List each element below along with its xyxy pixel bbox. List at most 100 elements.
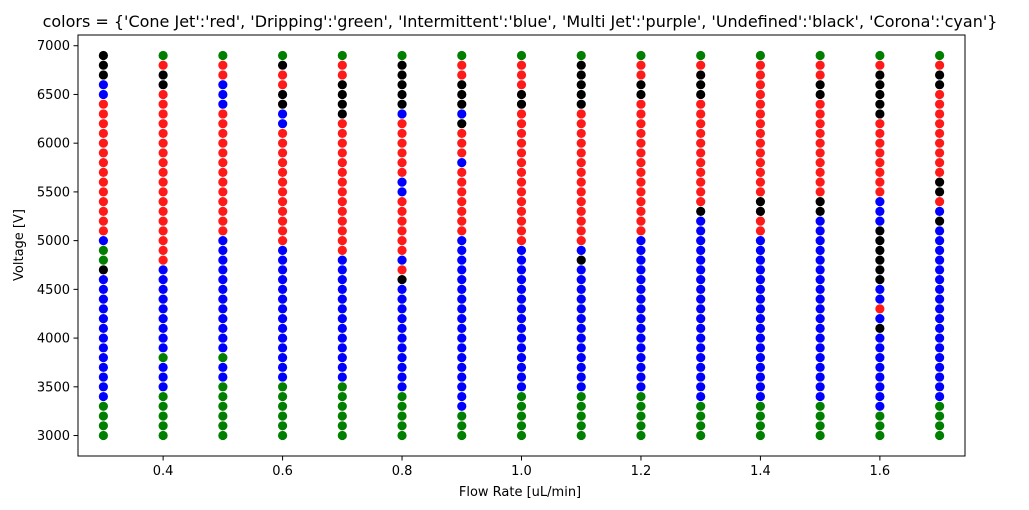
data-point-intermittent [696,294,706,304]
data-point-cone-jet [696,109,706,119]
data-point-cone-jet [636,197,646,207]
data-point-intermittent [516,275,527,285]
data-point-dripping [516,411,527,421]
data-point-undefined [98,50,108,61]
data-point-cone-jet [696,99,706,109]
data-point-cone-jet [755,148,766,158]
data-point-cone-jet [337,138,347,148]
data-point-cone-jet [755,216,766,226]
x-tick-label: 1.0 [511,464,532,479]
data-point-cone-jet [636,226,646,236]
data-point-cone-jet [337,119,347,129]
data-point-cone-jet [218,138,228,148]
data-point-undefined [875,70,885,80]
data-point-cone-jet [218,128,228,139]
data-point-intermittent [815,294,825,304]
data-point-intermittent [457,265,467,275]
data-point-cone-jet [337,128,347,139]
data-point-undefined [576,255,586,265]
data-point-intermittent [935,294,945,304]
data-point-intermittent [337,362,347,372]
data-point-intermittent [516,245,527,255]
data-point-undefined [337,80,347,90]
x-tick-label: 1.6 [870,464,891,479]
data-point-intermittent [397,255,407,265]
data-point-dripping [755,411,766,421]
data-point-intermittent [576,265,586,275]
data-point-undefined [397,70,407,80]
data-point-dripping [696,401,706,411]
data-point-dripping [457,411,467,421]
data-point-cone-jet [337,158,347,168]
data-point-undefined [875,99,885,109]
data-point-cone-jet [337,206,347,216]
data-point-undefined [875,255,885,265]
data-point-cone-jet [935,138,945,148]
data-point-cone-jet [576,236,586,246]
data-point-intermittent [277,372,288,382]
data-point-dripping [218,401,228,411]
data-point-cone-jet [636,60,646,70]
data-point-intermittent [98,362,108,372]
data-point-undefined [875,89,885,100]
data-point-intermittent [875,197,885,207]
data-point-intermittent [935,382,945,392]
data-point-intermittent [277,275,288,285]
data-point-intermittent [218,255,228,265]
data-point-cone-jet [516,236,527,246]
data-point-intermittent [158,275,168,285]
data-point-intermittent [98,313,108,324]
data-point-intermittent [397,284,407,294]
data-point-cone-jet [875,60,885,70]
data-point-dripping [337,50,347,61]
data-point-intermittent [218,372,228,382]
data-point-dripping [696,411,706,421]
data-point-cone-jet [397,148,407,158]
data-point-cone-jet [337,216,347,226]
data-point-intermittent [935,236,945,246]
data-point-cone-jet [755,177,766,187]
data-point-dripping [875,421,885,431]
data-point-intermittent [516,343,527,353]
data-point-dripping [576,430,586,441]
data-point-cone-jet [815,148,825,158]
data-point-intermittent [815,255,825,265]
data-point-intermittent [158,304,168,314]
data-point-cone-jet [576,187,586,197]
data-point-cone-jet [98,167,108,178]
data-point-intermittent [277,294,288,304]
data-point-intermittent [935,284,945,294]
data-point-undefined [397,60,407,70]
data-point-intermittent [337,352,347,363]
data-point-intermittent [935,323,945,333]
data-point-intermittent [397,382,407,392]
data-point-cone-jet [337,167,347,178]
data-point-cone-jet [98,99,108,109]
data-point-dripping [815,421,825,431]
data-point-dripping [576,401,586,411]
data-point-intermittent [636,372,646,382]
data-point-intermittent [875,372,885,382]
data-point-undefined [935,70,945,80]
data-point-dripping [755,430,766,441]
data-point-intermittent [158,362,168,372]
data-point-intermittent [277,313,288,324]
data-point-intermittent [457,313,467,324]
data-point-dripping [815,401,825,411]
data-point-cone-jet [158,236,168,246]
data-point-cone-jet [875,119,885,129]
data-point-intermittent [516,352,527,363]
data-point-dripping [755,421,766,431]
data-point-intermittent [457,343,467,353]
data-point-intermittent [696,265,706,275]
data-point-cone-jet [457,70,467,80]
data-point-dripping [98,401,108,411]
data-point-intermittent [516,333,527,343]
data-point-cone-jet [576,206,586,216]
data-point-intermittent [516,255,527,265]
data-point-intermittent [218,304,228,314]
data-point-cone-jet [576,138,586,148]
data-point-intermittent [457,372,467,382]
data-point-intermittent [815,216,825,226]
